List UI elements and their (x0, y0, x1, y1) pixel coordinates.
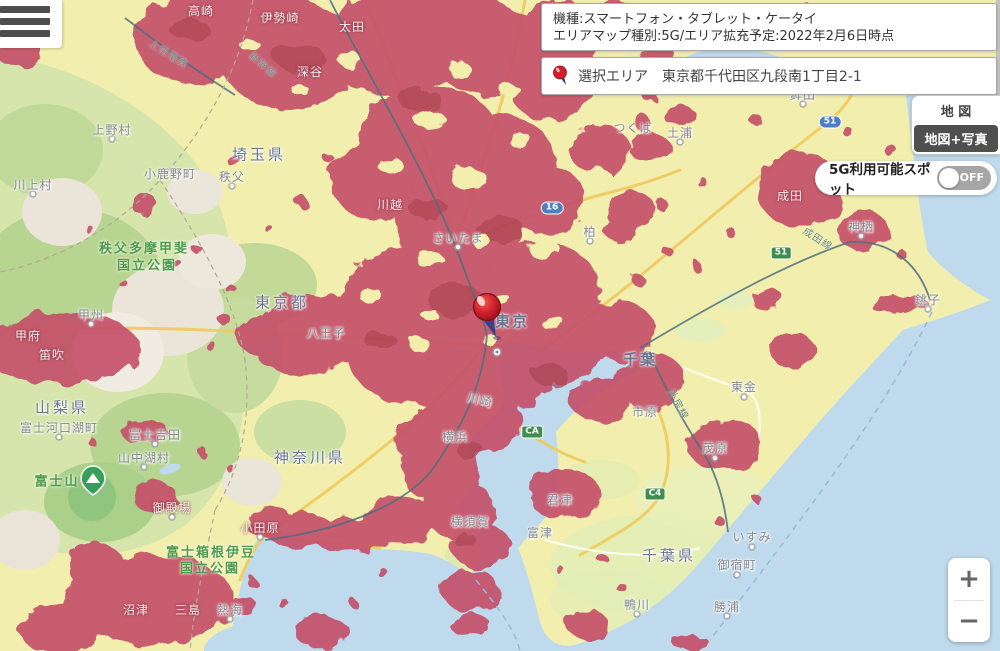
pin-icon (553, 65, 567, 85)
spot-toggle-switch[interactable]: OFF (937, 166, 991, 190)
zoom-out-button[interactable]: − (958, 606, 980, 637)
selected-area-panel: 選択エリア 東京都千代田区九段南1丁目2-1 (541, 57, 997, 95)
boundaries (0, 0, 933, 651)
map-meta-panel: 機種:スマートフォン・タブレット・ケータイ エリアマップ種別:5G/エリア拡充予… (541, 3, 997, 51)
spot-toggle-label: 5G利用可能スポット (829, 162, 931, 198)
coverage-layer (0, 0, 928, 651)
view-map-button[interactable]: 地 図 (940, 105, 972, 120)
selected-location-pin[interactable] (460, 281, 524, 345)
tokyo-station-dot (495, 350, 499, 354)
zoom-in-button[interactable]: + (958, 563, 980, 594)
spot-toggle-panel: 5G利用可能スポット OFF (815, 161, 997, 198)
selected-area-label: 選択エリア (578, 69, 648, 85)
coverage-dark-spots (170, 20, 568, 547)
view-type-toggle: 地 図 地図+写真 (911, 95, 1000, 155)
roads-white (544, 357, 761, 556)
switch-state-label: OFF (959, 171, 984, 184)
menu-button[interactable] (0, 0, 62, 48)
map-type-line: エリアマップ種別:5G/エリア拡充予定:2022年2月6日時点 (553, 29, 895, 44)
zoom-control: + − (948, 558, 990, 642)
mount-fuji-marker-icon (80, 465, 106, 496)
switch-knob (939, 168, 959, 188)
device-type-line: 機種:スマートフォン・タブレット・ケータイ (553, 12, 817, 27)
scrollbar[interactable] (996, 0, 1000, 96)
zoom-divider (954, 599, 984, 601)
city-markers (29, 100, 932, 623)
selected-area-address: 東京都千代田区九段南1丁目2-1 (662, 69, 862, 85)
view-map-photo-button[interactable]: 地図+写真 (914, 125, 998, 152)
